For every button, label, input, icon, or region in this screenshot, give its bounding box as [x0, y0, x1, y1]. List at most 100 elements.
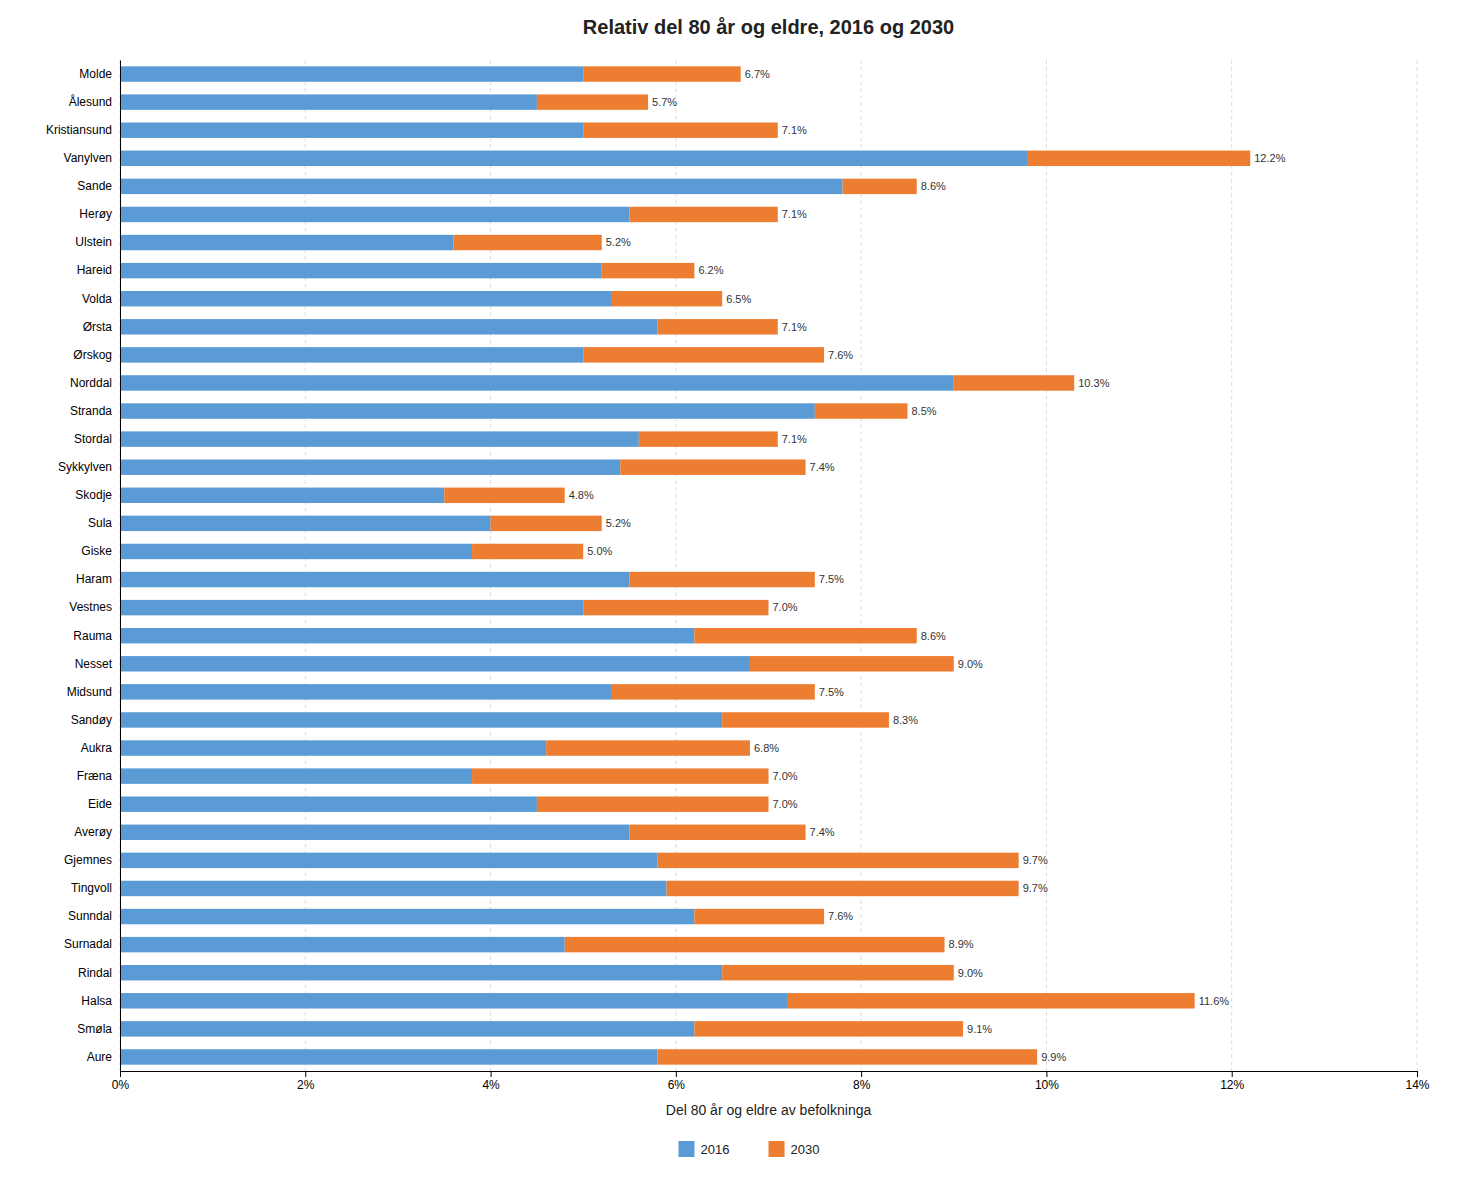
bar [120, 600, 583, 615]
data-label: 8.3% [893, 714, 918, 726]
data-label: 7.1% [782, 124, 807, 136]
tick: Ålesund [69, 94, 120, 109]
bar [694, 628, 916, 643]
tick: Smøla [77, 1022, 120, 1036]
bar [722, 965, 954, 980]
tick: Norddal [70, 376, 120, 390]
tick-label: Herøy [79, 207, 112, 221]
bar [491, 516, 602, 531]
bar [667, 881, 1019, 896]
tick: Aukra [81, 741, 120, 755]
bar [722, 712, 889, 727]
tick: Giske [81, 544, 120, 558]
bar [120, 909, 694, 924]
bar [583, 600, 768, 615]
tick: Midsund [67, 685, 120, 699]
tick-label: Sande [77, 179, 112, 193]
tick-label: Fræna [77, 769, 113, 783]
bar [1028, 151, 1250, 166]
tick: Aure [87, 1050, 120, 1064]
bar [472, 544, 583, 559]
data-label: 7.0% [773, 601, 798, 613]
data-label: 8.5% [911, 405, 936, 417]
tick-label: Rauma [73, 629, 112, 643]
grid-line [1231, 60, 1232, 1071]
bar [120, 488, 444, 503]
legend-label: 2030 [791, 1142, 820, 1157]
bar [454, 235, 602, 250]
bar [611, 291, 722, 306]
tick: Gjemnes [64, 853, 120, 867]
bar [815, 403, 908, 418]
bar [120, 431, 639, 446]
axis-title: Del 80 år og eldre av befolkninga [666, 1102, 872, 1118]
tick-label: Aukra [81, 741, 113, 755]
legend: 2016 2030 [679, 1141, 820, 1157]
bar [120, 656, 750, 671]
tick: Sandøy [71, 713, 120, 727]
data-label: 5.2% [606, 517, 631, 529]
bar [694, 909, 824, 924]
tick: 8% [853, 1071, 871, 1092]
bars [120, 66, 1250, 1064]
tick-label: Giske [81, 544, 112, 558]
tick-mark [305, 1071, 306, 1077]
bar [444, 488, 564, 503]
tick-label: Tingvoll [71, 881, 112, 895]
tick-mark [676, 1071, 677, 1077]
data-label: 7.1% [782, 433, 807, 445]
data-label: 6.2% [698, 264, 723, 276]
bar [694, 1021, 963, 1036]
data-label: 7.1% [782, 321, 807, 333]
bar [120, 628, 694, 643]
legend-label: 2016 [701, 1142, 730, 1157]
bar [120, 740, 546, 755]
tick: Nesset [75, 657, 120, 671]
title: Relativ del 80 år og eldre, 2016 og 2030 [583, 16, 954, 38]
bar [583, 66, 740, 81]
tick: Sande [77, 179, 120, 193]
data-label: 7.1% [782, 208, 807, 220]
grid-line [1417, 60, 1418, 1071]
tick: Sula [88, 516, 120, 530]
data-label: 7.4% [810, 826, 835, 838]
bar [787, 993, 1195, 1008]
legend-swatch [679, 1141, 695, 1157]
bar [954, 375, 1074, 390]
tick: 10% [1035, 1071, 1059, 1092]
tick-label: Nesset [75, 657, 113, 671]
tick-label: Molde [79, 67, 112, 81]
tick-label: Ørsta [83, 320, 113, 334]
tick-label: Eide [88, 797, 112, 811]
bar [620, 459, 805, 474]
data-label: 5.2% [606, 236, 631, 248]
tick: Ørsta [83, 320, 120, 334]
bar [120, 235, 454, 250]
tick: 0% [112, 1071, 130, 1092]
bar [120, 459, 620, 474]
tick-label: Halsa [81, 994, 112, 1008]
legend-item: 2016 [679, 1141, 730, 1157]
bar [120, 319, 657, 334]
data-label: 7.5% [819, 573, 844, 585]
data-label: 7.0% [773, 770, 798, 782]
bar [120, 544, 472, 559]
tick: 14% [1405, 1071, 1429, 1092]
bar [120, 94, 537, 109]
data-label: 5.0% [587, 545, 612, 557]
tick: Molde [79, 67, 120, 81]
data-label: 9.0% [958, 967, 983, 979]
data-label: 9.9% [1041, 1051, 1066, 1063]
tick: Volda [82, 292, 120, 306]
bar [537, 796, 769, 811]
series [444, 66, 1250, 1064]
tick: 2% [297, 1071, 315, 1092]
data-label: 7.6% [828, 910, 853, 922]
tick: Kristiansund [46, 123, 120, 137]
tick-mark [1232, 1071, 1233, 1077]
data-label: 7.0% [773, 798, 798, 810]
tick: Eide [88, 797, 120, 811]
data-labels: 6.7%5.7%7.1%12.2%8.6%7.1%5.2%6.2%6.5%7.1… [569, 68, 1286, 1063]
data-label: 12.2% [1254, 152, 1285, 164]
tick: Skodje [75, 488, 120, 502]
